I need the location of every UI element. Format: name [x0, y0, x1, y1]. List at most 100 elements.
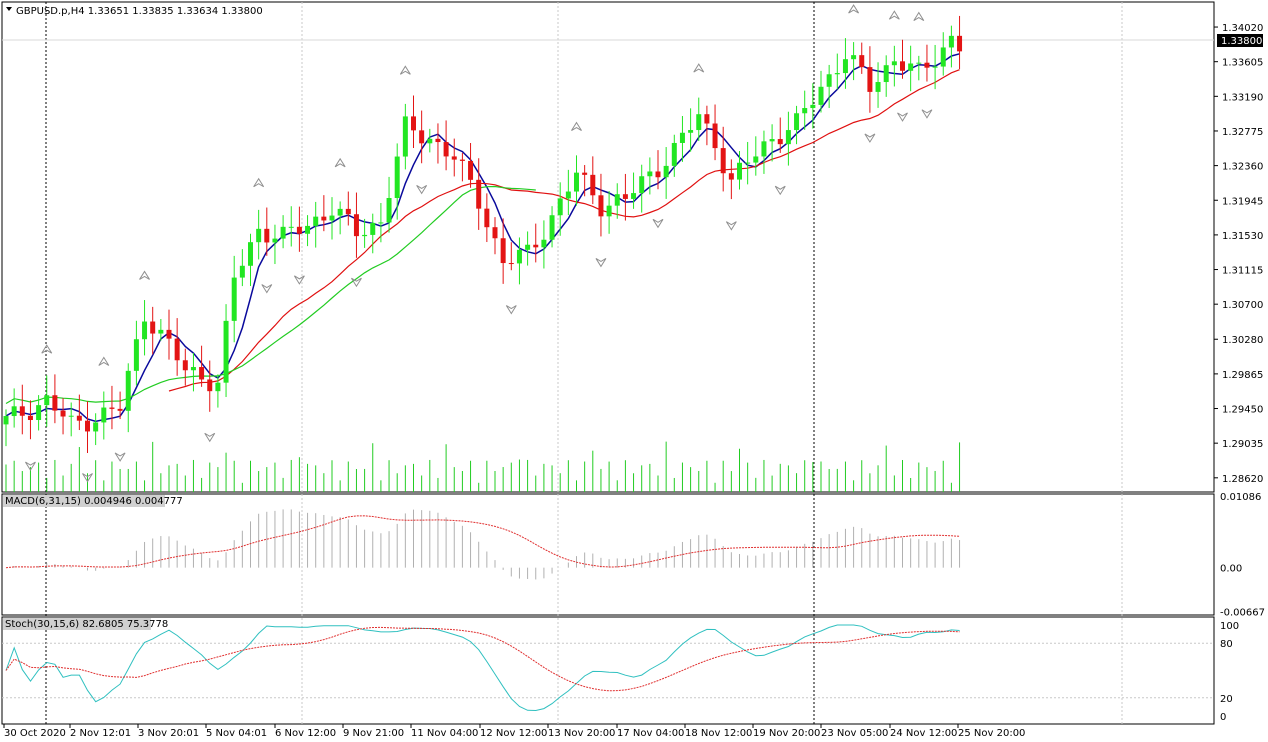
candle-body [27, 415, 33, 421]
candle-body [818, 86, 824, 105]
fractal-up-icon [98, 356, 110, 366]
ma-green-line [5, 185, 536, 405]
time-tick-label: 30 Oct 2020 [4, 728, 66, 739]
candle-body [468, 160, 474, 180]
price-tick-label: 1.30700 [1222, 300, 1263, 311]
candle-body [614, 194, 620, 206]
candle-body [248, 242, 253, 266]
candle-body [671, 142, 677, 166]
time-tick-label: 5 Nov 04:01 [206, 728, 267, 739]
candle-body [435, 138, 441, 143]
candle-body [720, 148, 726, 174]
candle-body [900, 61, 905, 71]
candle-body [622, 194, 628, 199]
candle-body [44, 395, 50, 406]
candle-body [19, 406, 25, 416]
candle-body [215, 382, 221, 392]
candle-body [525, 244, 531, 250]
stoch-label-bg [3, 618, 151, 630]
candle-body [565, 191, 571, 199]
candle-body [427, 138, 433, 144]
candle-body [826, 74, 832, 87]
candle-body [459, 159, 465, 161]
time-tick-label: 17 Nov 04:00 [617, 728, 684, 739]
candle-body [728, 173, 734, 180]
candle-body [696, 114, 702, 131]
fractal-down-icon [774, 185, 786, 196]
candle-body [631, 193, 637, 199]
macd-label-bg [3, 495, 165, 507]
symbol-header: GBPUSD.p,H4 1.33651 1.33835 1.33634 1.33… [16, 6, 263, 17]
candle-body [288, 226, 294, 228]
fractal-up-icon [571, 121, 582, 131]
fractal-up-icon [253, 177, 265, 188]
candle-body [60, 410, 66, 417]
candle-body [411, 116, 416, 131]
candle-body [174, 338, 180, 361]
candle-body [549, 215, 555, 240]
fractal-down-icon [595, 258, 607, 268]
stoch-axis-label: 80 [1220, 639, 1233, 650]
fractal-up-icon [888, 10, 900, 20]
candle-body [443, 142, 449, 157]
candle-body [867, 67, 873, 92]
candle-body [101, 407, 107, 423]
candle-body [794, 113, 800, 131]
macd-signal-line [5, 515, 960, 569]
candle-body [590, 174, 596, 196]
candle-body [207, 379, 213, 392]
macd-axis-label: -0.00667 [1220, 608, 1265, 619]
candle-body [916, 62, 922, 64]
fractal-up-icon [693, 63, 705, 73]
time-tick-label: 13 Nov 20:00 [548, 728, 615, 739]
candle-body [36, 405, 42, 421]
candle-body [166, 329, 172, 339]
candle-body [516, 249, 522, 264]
fractal-down-icon [204, 432, 216, 443]
candlesticks [3, 15, 963, 453]
candle-body [419, 130, 425, 144]
candle-body [305, 225, 311, 234]
candle-body [142, 321, 148, 340]
candle-body [109, 407, 115, 409]
candle-body [378, 222, 384, 224]
candle-body [223, 320, 229, 383]
price-tick-label: 1.34020 [1222, 23, 1263, 34]
candle-body [451, 156, 457, 160]
fractal-down-icon [82, 473, 93, 483]
candle-body [11, 406, 17, 417]
grid-lines [2, 2, 1214, 724]
candle-body [851, 55, 857, 60]
macd-axis-label: 0.01086 [1220, 492, 1261, 503]
price-tick-label: 1.32360 [1222, 162, 1263, 173]
candle-body [394, 156, 400, 199]
moving-averages [5, 53, 960, 423]
fractal-down-icon [25, 461, 36, 472]
symbol-menu-triangle-icon[interactable] [6, 7, 12, 11]
time-tick-label: 23 Nov 05:00 [821, 728, 888, 739]
price-tick-label: 1.32775 [1222, 127, 1263, 138]
candle-body [150, 321, 156, 334]
fractal-up-icon [139, 270, 150, 280]
candle-body [737, 162, 742, 180]
stoch-label: Stoch(30,15,6) 82.6805 75.3778 [5, 619, 168, 630]
candle-body [924, 62, 930, 68]
candle-body [582, 172, 588, 175]
candle-body [647, 171, 653, 177]
candle-body [264, 228, 270, 243]
candle-body [948, 35, 954, 48]
ma-fast-line [5, 53, 960, 423]
candle-body [541, 239, 547, 248]
time-tick-label: 9 Nov 21:00 [343, 728, 404, 739]
candle-body [76, 415, 82, 421]
candle-body [957, 35, 963, 52]
candle-body [93, 422, 99, 432]
candle-body [280, 226, 286, 239]
candle-body [533, 244, 539, 248]
price-tick-label: 1.31530 [1222, 231, 1263, 242]
time-tick-label: 18 Nov 12:00 [685, 728, 752, 739]
candle-body [125, 370, 131, 411]
candle-body [345, 208, 351, 215]
